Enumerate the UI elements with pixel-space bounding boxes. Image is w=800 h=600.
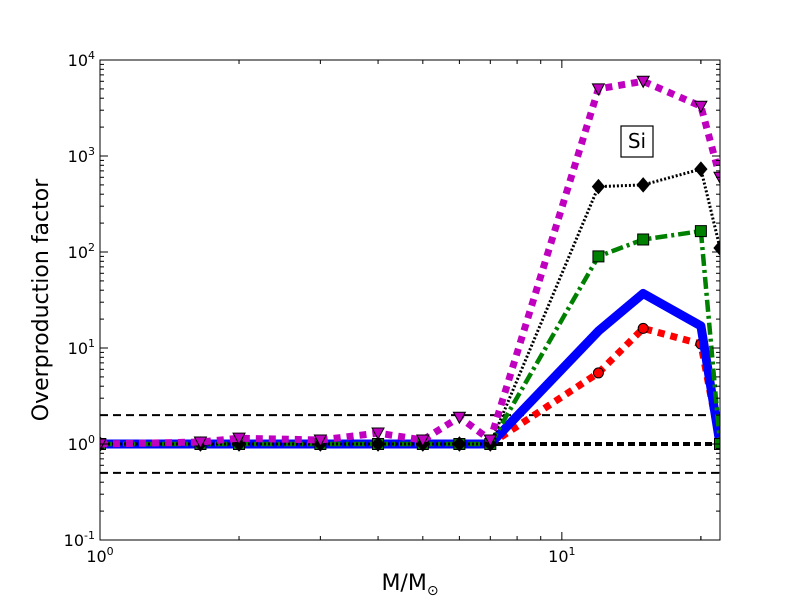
series-line: [100, 77, 720, 448]
annotation-box: [620, 125, 654, 158]
y-tick-label: 101: [68, 337, 95, 358]
data-point: [452, 436, 467, 452]
data-point: [637, 322, 649, 334]
data-point: [636, 75, 651, 89]
series-4: [100, 75, 720, 452]
data-point: [483, 434, 498, 448]
plot-frame: [99, 59, 721, 541]
data-point: [591, 83, 606, 96]
plot-background: [100, 60, 720, 540]
frame-layer: [99, 59, 721, 541]
data-point: [694, 100, 708, 114]
data-point: [592, 250, 605, 263]
data-point: [637, 233, 650, 246]
annotation-label: Si: [628, 129, 646, 153]
data-point: [313, 434, 328, 448]
data-point: [636, 177, 650, 193]
data-point: [193, 436, 208, 450]
y-tick-label: 102: [68, 241, 95, 262]
data-point: [452, 411, 467, 425]
data-point: [232, 432, 246, 446]
series-layer: [100, 75, 720, 452]
x-tick-label: 101: [548, 545, 575, 566]
titles-layer: M/M⊙ Overproduction factor: [29, 178, 439, 599]
y-tick-label: 103: [68, 145, 95, 166]
y-tick-label: 104: [68, 49, 95, 70]
x-tick-label: 100: [86, 545, 113, 566]
data-point: [694, 225, 707, 238]
y-tick-label: 100: [68, 433, 95, 454]
data-point: [592, 367, 604, 379]
annotation-layer: Si: [620, 125, 654, 158]
data-point: [371, 427, 385, 441]
plot-area: [100, 60, 720, 540]
x-axis-title: M/M⊙: [381, 571, 438, 599]
data-point: [371, 436, 385, 452]
y-tick-label: 10-1: [64, 529, 95, 550]
data-point: [415, 434, 430, 448]
data-point: [591, 178, 606, 195]
data-point: [694, 161, 708, 177]
y-axis-title: Overproduction factor: [29, 178, 54, 421]
